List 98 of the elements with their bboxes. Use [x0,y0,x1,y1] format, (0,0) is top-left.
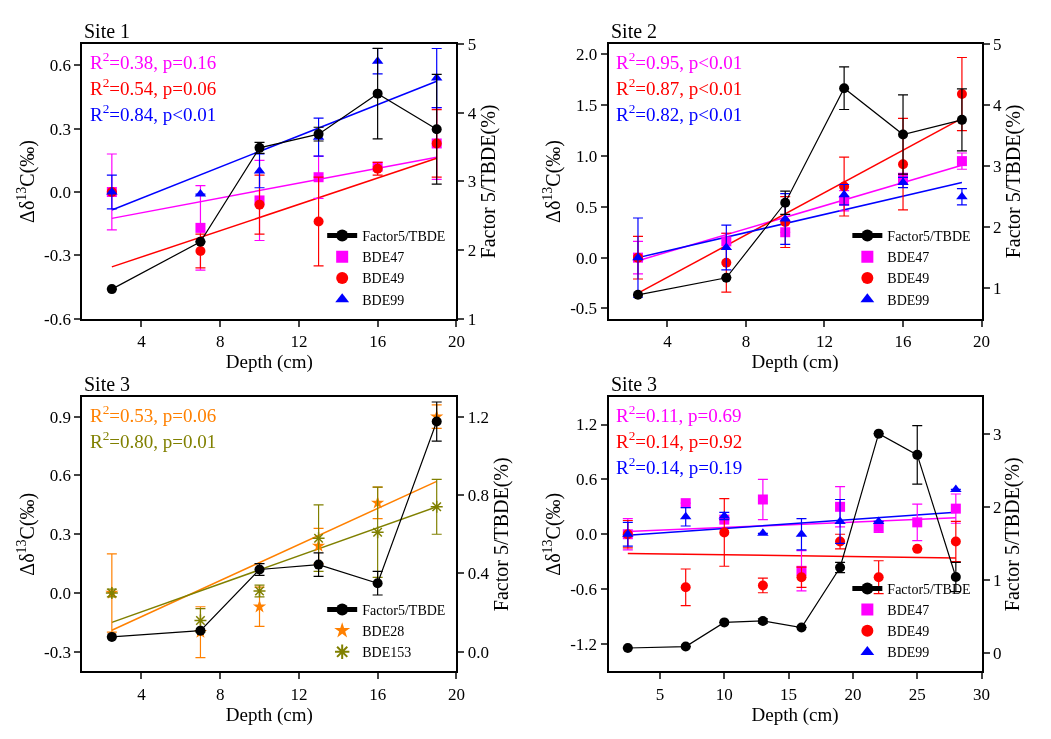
annotation: R$^{2}$=0.95, p<0.01 [616,49,743,73]
y2-tick-label: 5 [467,35,477,55]
x-tick-label: 4 [137,332,147,351]
legend-label: BDE49 [362,271,405,287]
annotation: R$^{2}$=0.53, p=0.06 [90,402,217,426]
y2-tick-label: 0.4 [467,564,490,584]
chart-title: Site 1 [84,20,131,42]
y-tick-label: 0.5 [575,197,598,217]
y-tick-label: 0.3 [49,119,71,139]
x-tick-label: 30 [973,684,991,704]
y-tick-label: 0.3 [49,525,71,545]
x-tick-label: 16 [369,684,387,704]
annotation: R$^{2}$=0.14, p=0.92 [616,428,743,452]
y-tick-label: -0.5 [570,299,598,319]
x-tick-label: 16 [894,332,912,351]
y2-tick-label: 0 [992,644,1002,664]
legend-label: BDE28 [362,624,405,640]
x-axis-title: Depth (cm) [751,351,839,373]
chart-title: Site 3 [84,373,131,395]
legend-label: Factor5/TBDE [362,602,446,618]
y-tick-label: 1.5 [575,96,598,116]
y2-tick-label: 1 [467,309,477,329]
x-tick-label: 12 [290,332,308,351]
y2-axis-title: Factor 5/TBDE(%) [489,457,513,612]
legend-label: Factor5/TBDE [887,229,971,245]
x-tick-label: 20 [447,684,465,704]
x-tick-label: 8 [741,332,751,351]
annotation: R$^{2}$=0.11, p=0.69 [616,402,742,426]
x-tick-label: 12 [816,332,833,351]
x-tick-label: 8 [215,332,225,351]
y2-tick-label: 1.2 [467,407,490,427]
y2-tick-label: 3 [992,157,1002,177]
legend-label: BDE153 [362,645,412,661]
x-tick-label: 5 [655,684,665,704]
y-tick-label: 0.0 [49,182,71,202]
annotation: R$^{2}$=0.82, p<0.01 [616,101,743,125]
legend-label: BDE99 [362,292,405,308]
annotation: R$^{2}$=0.84, p<0.01 [90,101,217,125]
x-tick-label: 12 [290,684,308,704]
y-tick-label: 0.6 [575,470,598,490]
y-tick-label: 1.0 [575,146,598,166]
y2-axis-title: Factor 5/TBDE(%) [1001,457,1025,612]
y-tick-label: 2.0 [575,45,598,65]
x-tick-label: 25 [908,684,926,704]
y2-tick-label: 4 [992,96,1002,116]
legend-label: Factor5/TBDE [362,229,446,245]
x-tick-label: 16 [369,332,387,351]
x-tick-label: 8 [215,684,225,704]
y-tick-label: 0.0 [49,583,71,603]
legend-label: BDE99 [887,645,930,661]
legend-label: BDE47 [887,603,930,619]
y2-tick-label: 2 [467,240,477,260]
x-axis-title: Depth (cm) [751,703,839,726]
y-tick-label: 0.6 [49,56,71,76]
y2-tick-label: 5 [992,35,1002,55]
y-tick-label: -0.6 [570,580,598,600]
annotation: R$^{2}$=0.54, p=0.06 [90,75,217,99]
x-tick-label: 4 [663,332,673,351]
legend-label: BDE99 [887,292,930,308]
x-axis-title: Depth (cm) [225,703,313,726]
x-tick-label: 20 [973,332,991,351]
y-tick-label: -0.3 [44,642,71,662]
y-tick-label: 0.0 [575,248,598,268]
chart-title: Site 3 [611,373,658,395]
y-tick-label: -0.3 [44,246,71,266]
y-tick-label: 0.0 [575,525,598,545]
y2-tick-label: 0.8 [467,486,490,505]
y2-tick-label: 1 [992,279,1002,299]
y2-tick-label: 4 [467,103,477,123]
y2-tick-label: 2 [992,218,1002,238]
x-tick-label: 15 [780,684,798,704]
x-tick-label: 4 [137,684,147,704]
y2-tick-label: 3 [467,172,477,192]
legend-label: BDE49 [887,624,930,640]
y2-tick-label: 3 [992,424,1002,444]
y2-tick-label: 1 [992,570,1002,590]
x-tick-label: 10 [715,684,733,704]
y-tick-label: 0.9 [49,407,71,427]
annotation: R$^{2}$=0.38, p=0.16 [90,49,217,73]
annotation: R$^{2}$=0.14, p=0.19 [616,454,743,478]
legend-label: BDE49 [887,271,930,287]
legend-label: Factor5/TBDE [887,581,971,597]
y2-tick-label: 0.0 [467,642,490,662]
y2-tick-label: 2 [992,497,1002,517]
chart-title: Site 2 [611,20,658,42]
y2-axis-title: Factor 5/TBDE(%) [1001,104,1025,259]
x-tick-label: 20 [447,332,465,351]
y-tick-label: 0.6 [49,466,71,486]
y-tick-label: -1.2 [570,634,598,654]
legend-label: BDE47 [887,250,930,266]
x-tick-label: 20 [844,684,862,704]
legend-label: BDE47 [362,250,405,266]
y-tick-label: -0.6 [44,309,71,329]
y-tick-label: 1.2 [575,415,598,435]
annotation: R$^{2}$=0.80, p=0.01 [90,428,217,452]
x-axis-title: Depth (cm) [225,351,313,373]
y2-axis-title: Factor 5/TBDE(%) [476,104,500,259]
annotation: R$^{2}$=0.87, p<0.01 [616,75,743,99]
